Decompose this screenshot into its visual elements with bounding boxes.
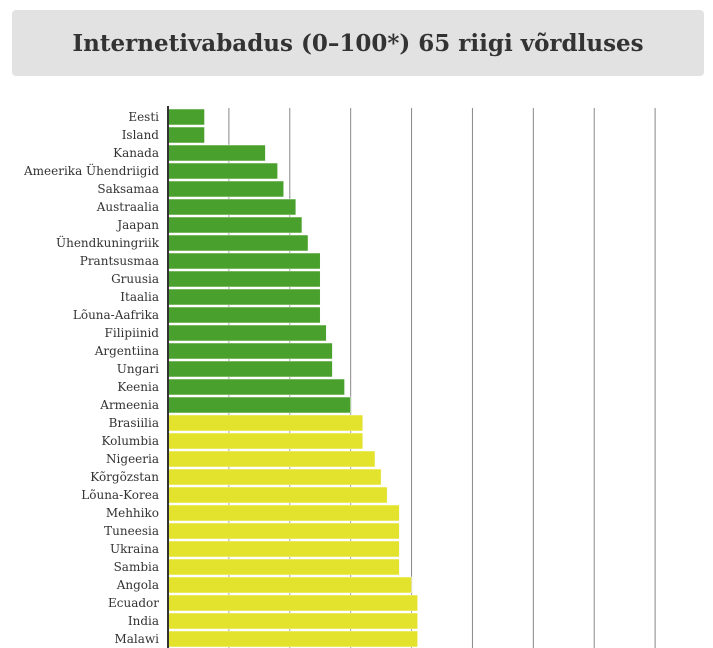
bar xyxy=(167,414,364,432)
category-label: India xyxy=(128,614,159,628)
category-label: Lõuna-Korea xyxy=(81,488,159,502)
bar xyxy=(167,612,418,630)
bar xyxy=(167,198,297,216)
bar xyxy=(167,468,382,486)
category-label: Austraalia xyxy=(96,200,159,214)
category-label: Filipiinid xyxy=(105,326,160,340)
bar xyxy=(167,108,205,126)
category-label: Brasiilia xyxy=(109,416,159,430)
category-label: Itaalia xyxy=(120,290,159,304)
bar xyxy=(167,144,266,162)
bar xyxy=(167,594,418,612)
bar xyxy=(167,504,400,522)
bar xyxy=(167,342,333,360)
category-label: Eesti xyxy=(128,110,159,124)
category-label: Lõuna-Aafrika xyxy=(73,308,159,322)
bar xyxy=(167,396,351,414)
category-label: Ameerika Ühendriigid xyxy=(23,162,159,178)
category-label: Ungari xyxy=(117,362,159,376)
bar xyxy=(167,252,321,270)
category-label: Ukraina xyxy=(110,542,159,556)
category-label: Island xyxy=(122,128,160,142)
category-label: Mehhiko xyxy=(106,506,159,520)
category-label: Armeenia xyxy=(99,398,159,412)
bar xyxy=(167,360,333,378)
category-label: Nigeeria xyxy=(106,452,159,466)
category-label: Angola xyxy=(116,578,159,592)
bar xyxy=(167,180,284,198)
category-label: Jaapan xyxy=(115,218,159,232)
category-label: Kõrgõzstan xyxy=(90,470,159,484)
category-label: Gruusia xyxy=(111,272,159,286)
bar xyxy=(167,630,418,648)
chart-title-box: Internetivabadus (0–100*) 65 riigi võrdl… xyxy=(12,10,704,76)
category-label: Ecuador xyxy=(108,596,159,610)
category-label: Kolumbia xyxy=(102,434,160,448)
bar xyxy=(167,306,321,324)
bar xyxy=(167,522,400,540)
bar xyxy=(167,540,400,558)
bar xyxy=(167,324,327,342)
bar xyxy=(167,576,412,594)
bar xyxy=(167,288,321,306)
bar xyxy=(167,216,303,234)
bar xyxy=(167,378,345,396)
bar xyxy=(167,126,205,144)
bar xyxy=(167,558,400,576)
category-label: Tuneesia xyxy=(104,524,159,538)
bar xyxy=(167,432,364,450)
bar xyxy=(167,450,376,468)
category-label: Malawi xyxy=(114,632,159,646)
category-label: Saksamaa xyxy=(97,182,159,196)
category-label: Keenia xyxy=(117,380,159,394)
category-label: Kanada xyxy=(113,146,159,160)
bar xyxy=(167,162,278,180)
category-label: Sambia xyxy=(114,560,159,574)
bar xyxy=(167,270,321,288)
category-label: Ühendkuningriik xyxy=(56,234,160,250)
category-label: Prantsusmaa xyxy=(80,254,159,268)
bar xyxy=(167,486,388,504)
bar xyxy=(167,234,309,252)
chart-title: Internetivabadus (0–100*) 65 riigi võrdl… xyxy=(72,29,644,57)
category-label: Argentiina xyxy=(94,344,159,358)
